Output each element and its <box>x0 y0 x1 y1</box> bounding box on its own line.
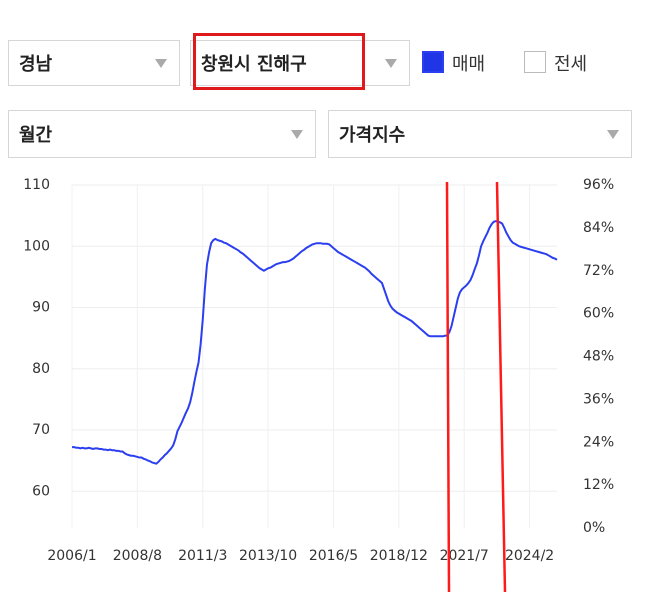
checkbox-checked[interactable] <box>422 51 444 73</box>
y2-tick-label: 72% <box>583 263 614 279</box>
y2-tick-label: 96% <box>583 177 614 193</box>
highlight-box <box>193 33 365 90</box>
y2-tick-label: 48% <box>583 349 614 365</box>
x-tick-label: 2006/1 <box>47 548 96 564</box>
y2-tick-label: 36% <box>583 391 614 407</box>
region-select[interactable]: 경남 <box>8 40 180 86</box>
arrow <box>291 130 303 139</box>
y2-tick-label: 24% <box>583 434 614 450</box>
arrow <box>607 130 619 139</box>
option-label: 매매 <box>452 54 486 75</box>
y-tick-label: 90 <box>32 300 50 316</box>
x-tick-label: 2011/3 <box>178 548 227 564</box>
y-tick-label: 80 <box>32 361 50 377</box>
y2-tick-label: 0% <box>583 520 605 536</box>
district-value: 창원시 진해구 <box>201 54 307 75</box>
annotation-line <box>495 181 507 593</box>
x-tick-label: 2013/10 <box>239 548 297 564</box>
period-value: 월간 <box>19 125 53 146</box>
y-tick-label: 70 <box>32 422 50 438</box>
chart: 60 70 80 90 100 110 0% 12% 24% 36% 48% 60% 72% 84% 96%… <box>23 177 614 593</box>
arrow <box>385 59 397 68</box>
x-tick-label: 2008/8 <box>113 548 162 564</box>
arrow <box>155 59 167 68</box>
y-tick-label: 100 <box>23 238 50 254</box>
x-tick-label: 2021/7 <box>440 548 489 564</box>
x-tick-label: 2024/2 <box>505 548 554 564</box>
region-value: 경남 <box>19 54 53 75</box>
checkbox[interactable] <box>524 51 546 73</box>
option-label: 전세 <box>554 54 588 75</box>
period-select[interactable]: 월간 <box>8 110 316 158</box>
y2-tick-label: 60% <box>583 306 614 322</box>
x-tick-label: 2016/5 <box>309 548 358 564</box>
metric-value: 가격지수 <box>339 125 406 146</box>
metric-select[interactable]: 가격지수 <box>328 110 632 158</box>
y-tick-label: 110 <box>23 177 50 193</box>
x-tick-label: 2018/12 <box>370 548 428 564</box>
y-tick-label: 60 <box>32 483 50 499</box>
district-select[interactable]: 창원시 진해구 <box>190 40 410 86</box>
annotation-line <box>445 181 451 593</box>
line <box>72 220 558 465</box>
y2-tick-label: 12% <box>583 477 614 493</box>
y2-tick-label: 84% <box>583 220 614 236</box>
